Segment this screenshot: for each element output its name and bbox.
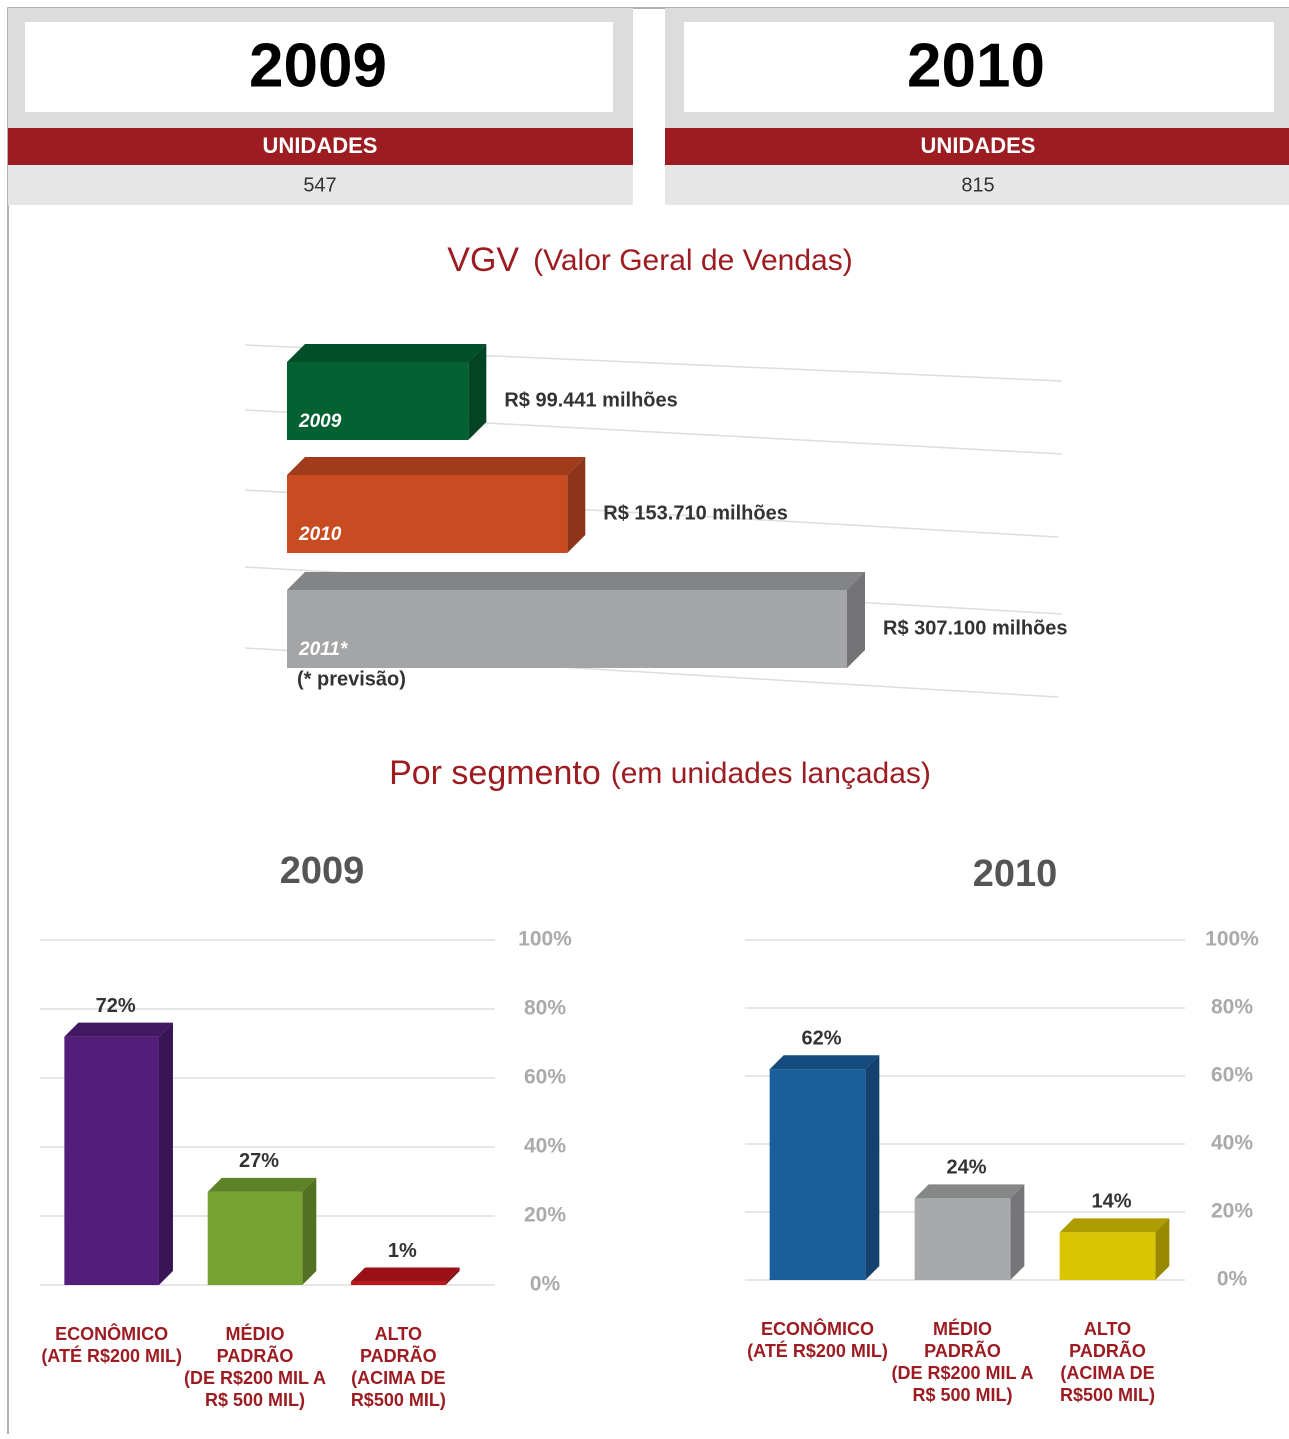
y-tick-label: 80%: [1211, 996, 1253, 1019]
bar-top: [287, 344, 487, 362]
panel-box: [25, 22, 613, 112]
bar: [287, 362, 469, 440]
bar-top: [1059, 1218, 1170, 1233]
panel-value-bg: [8, 165, 633, 205]
y-tick-label: 20%: [524, 1204, 566, 1227]
y-tick-label: 100%: [518, 928, 572, 951]
bar: [207, 1191, 303, 1285]
x-tick-label: R$500 MIL): [1060, 1385, 1155, 1405]
bar-side: [567, 457, 586, 553]
panel-band: [665, 128, 1289, 165]
y-tick-label: 100%: [1205, 928, 1259, 951]
x-tick-label: (ATÉ R$200 MIL): [41, 1345, 182, 1366]
bar: [769, 1069, 866, 1280]
panel-label: UNIDADES: [921, 133, 1036, 158]
x-tick-label: ALTO: [375, 1324, 422, 1344]
value-label: R$ 153.710 milhões: [603, 502, 788, 524]
chart-subtitle: (Valor Geral de Vendas): [533, 244, 853, 277]
x-tick-label: R$500 MIL): [351, 1390, 446, 1410]
y-tick-label: 0%: [1217, 1268, 1248, 1291]
panel-value: 815: [961, 174, 994, 196]
x-tick-label: PADRÃO: [924, 1340, 1001, 1361]
x-tick-label: (DE R$200 MIL A: [184, 1368, 326, 1388]
bar-side: [1155, 1218, 1170, 1280]
x-tick-label: PADRÃO: [1069, 1340, 1146, 1361]
bar-top: [769, 1055, 880, 1070]
panel-value: 547: [303, 174, 336, 196]
value-label: 24%: [946, 1157, 986, 1179]
bar: [64, 1036, 159, 1285]
bar-side: [865, 1055, 880, 1280]
bar-side: [1010, 1184, 1025, 1280]
bar-top: [207, 1177, 317, 1192]
x-tick-label: R$ 500 MIL): [205, 1390, 305, 1410]
chart-title: 2010: [973, 853, 1058, 895]
value-label: 72%: [96, 995, 136, 1017]
x-tick-label: PADRÃO: [360, 1345, 437, 1366]
x-tick-label: MÉDIO: [225, 1323, 284, 1344]
y-tick-label: 0%: [530, 1273, 561, 1296]
panel-band: [8, 128, 633, 165]
frame: [7, 7, 1289, 1439]
bar: [351, 1281, 446, 1285]
x-tick-label: R$ 500 MIL): [912, 1385, 1012, 1405]
x-tick-label: MÉDIO: [933, 1318, 992, 1339]
bar-side: [468, 344, 487, 440]
value-label: 62%: [801, 1027, 841, 1049]
value-label: R$ 99.441 milhões: [504, 389, 677, 411]
bar: [287, 590, 847, 668]
category-label: 2009: [298, 411, 342, 432]
segment-title: Por segmento: [389, 754, 601, 792]
x-tick-label: PADRÃO: [217, 1345, 294, 1366]
category-label: 2010: [298, 524, 342, 545]
bar-side: [847, 572, 865, 668]
value-label: R$ 307.100 milhões: [883, 617, 1068, 639]
bar: [287, 475, 568, 553]
bar: [914, 1198, 1011, 1280]
panel-box: [684, 22, 1274, 112]
section-heading: VGV (Valor Geral de Vendas): [447, 241, 852, 279]
category-label: 2011*: [298, 639, 349, 660]
y-tick-label: 60%: [1211, 1064, 1253, 1087]
value-label: 14%: [1091, 1191, 1131, 1213]
value-label: 27%: [239, 1150, 279, 1172]
bar-side: [302, 1177, 317, 1285]
chart-title: VGV: [447, 241, 519, 279]
panel-value-bg: [665, 165, 1289, 205]
x-tick-label: ALTO: [1084, 1319, 1131, 1339]
value-label: 1%: [388, 1240, 417, 1262]
bar-side: [158, 1022, 173, 1285]
bar-top: [351, 1267, 460, 1282]
segment-subtitle: (em unidades lançadas): [611, 757, 931, 790]
x-tick-label: (ACIMA DE: [351, 1368, 445, 1388]
x-tick-label: (ACIMA DE: [1060, 1363, 1154, 1383]
bar-top: [914, 1184, 1025, 1199]
x-tick-label: (ATÉ R$200 MIL): [747, 1340, 888, 1361]
panel-year: 2009: [249, 31, 387, 100]
y-tick-label: 40%: [1211, 1132, 1253, 1155]
bar: [1059, 1232, 1156, 1280]
bar-top: [64, 1022, 173, 1037]
bar-top: [287, 457, 586, 475]
panel-label: UNIDADES: [263, 133, 378, 158]
bar-top: [287, 572, 865, 590]
x-tick-label: (DE R$200 MIL A: [891, 1363, 1033, 1383]
chart-title: 2009: [280, 850, 365, 892]
panel-year: 2010: [907, 31, 1045, 100]
bar-side: [445, 1267, 460, 1285]
y-tick-label: 80%: [524, 997, 566, 1020]
note: (* previsão): [297, 668, 406, 690]
x-tick-label: ECONÔMICO: [761, 1318, 874, 1339]
section-heading: Por segmento (em unidades lançadas): [389, 754, 931, 792]
y-tick-label: 40%: [524, 1135, 566, 1158]
y-tick-label: 60%: [524, 1066, 566, 1089]
x-tick-label: ECONÔMICO: [55, 1323, 168, 1344]
y-tick-label: 20%: [1211, 1200, 1253, 1223]
